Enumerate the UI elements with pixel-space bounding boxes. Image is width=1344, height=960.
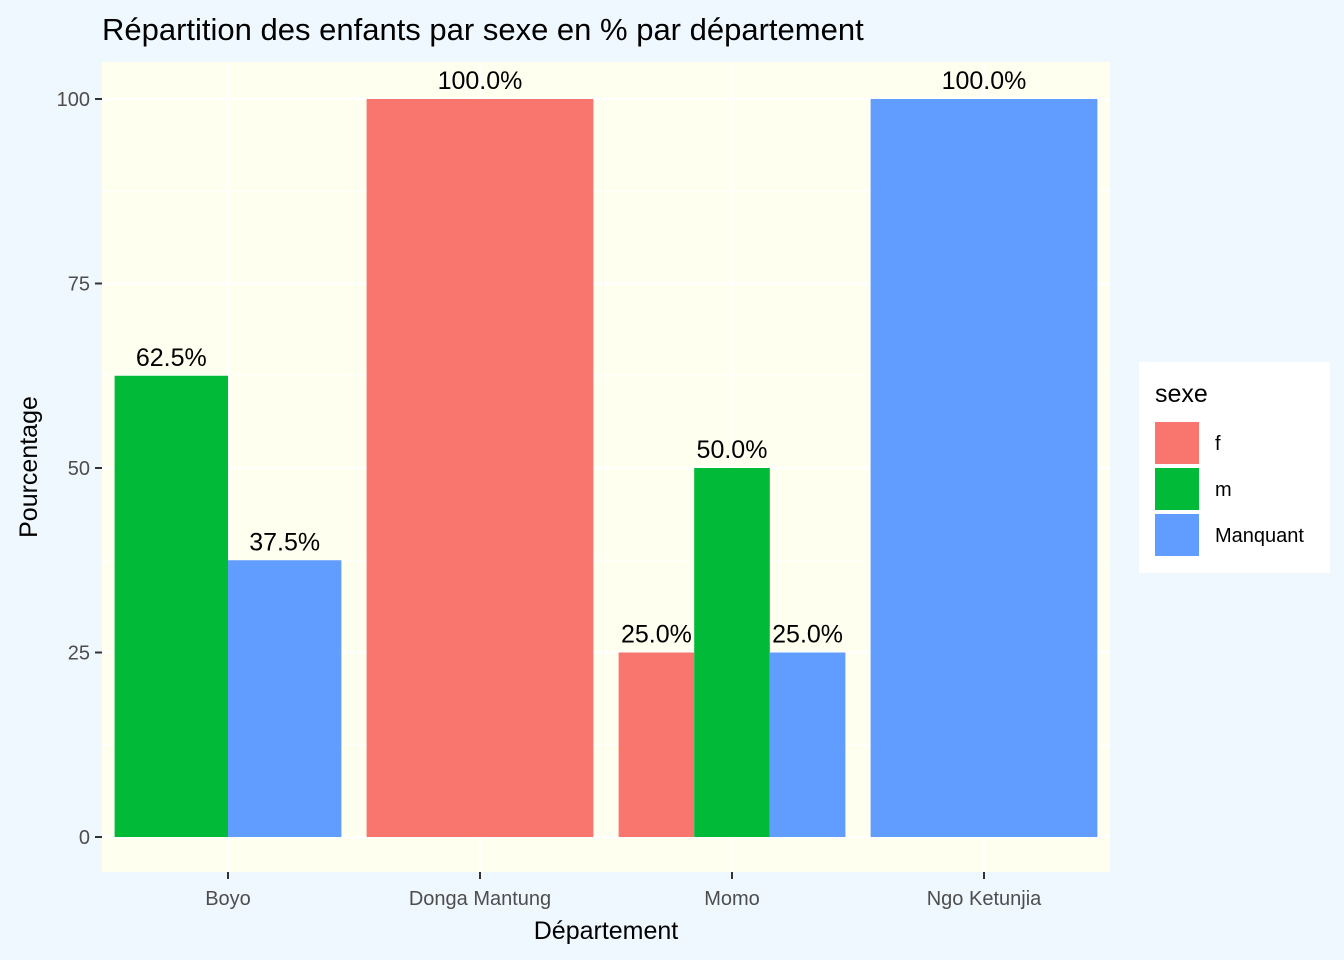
x-tick-label: Ngo Ketunjia <box>927 888 1042 910</box>
bar-manquant-ngo-ketunjia <box>870 99 1098 837</box>
bar-f-donga-mantung <box>366 99 594 837</box>
bar-m-momo <box>694 468 770 837</box>
legend-key-m <box>1155 468 1199 510</box>
y-tick-label: 75 <box>68 274 90 296</box>
x-axis: Boyo Donga Mantung Momo Ngo Ketunjia <box>205 872 1042 910</box>
y-tick-label: 25 <box>68 643 90 665</box>
data-label: 25.0% <box>772 621 843 649</box>
x-tick-label: Momo <box>704 888 760 910</box>
legend-label: m <box>1215 479 1232 501</box>
data-label: 50.0% <box>697 436 768 464</box>
legend-title: sexe <box>1155 380 1208 408</box>
y-axis-title: Pourcentage <box>15 396 43 538</box>
x-tick-label: Donga Mantung <box>409 888 551 910</box>
legend-label: Manquant <box>1215 525 1304 547</box>
data-label: 100.0% <box>438 67 523 95</box>
y-axis: 0 25 50 75 100 <box>57 89 102 849</box>
chart-title: Répartition des enfants par sexe en % pa… <box>102 12 864 47</box>
y-tick-label: 0 <box>79 827 90 849</box>
legend: sexe f m Manquant <box>1139 362 1330 573</box>
data-label: 37.5% <box>249 528 320 556</box>
data-label: 25.0% <box>621 621 692 649</box>
y-tick-label: 50 <box>68 458 90 480</box>
legend-key-manquant <box>1155 514 1199 556</box>
x-axis-title: Département <box>534 917 679 945</box>
x-tick-label: Boyo <box>205 888 251 910</box>
bar-f-momo <box>618 652 695 837</box>
data-label: 100.0% <box>942 67 1027 95</box>
y-tick-label: 100 <box>57 89 90 111</box>
data-labels: 62.5% 37.5% 100.0% 25.0% 50.0% 25.0% 100.0% <box>136 67 1027 649</box>
bar-manquant-momo <box>769 652 846 837</box>
legend-label: f <box>1215 433 1221 455</box>
data-label: 62.5% <box>136 344 207 372</box>
bars <box>114 99 1098 837</box>
bar-manquant-boyo <box>228 560 342 837</box>
legend-key-f <box>1155 422 1199 464</box>
bar-m-boyo <box>114 375 228 837</box>
